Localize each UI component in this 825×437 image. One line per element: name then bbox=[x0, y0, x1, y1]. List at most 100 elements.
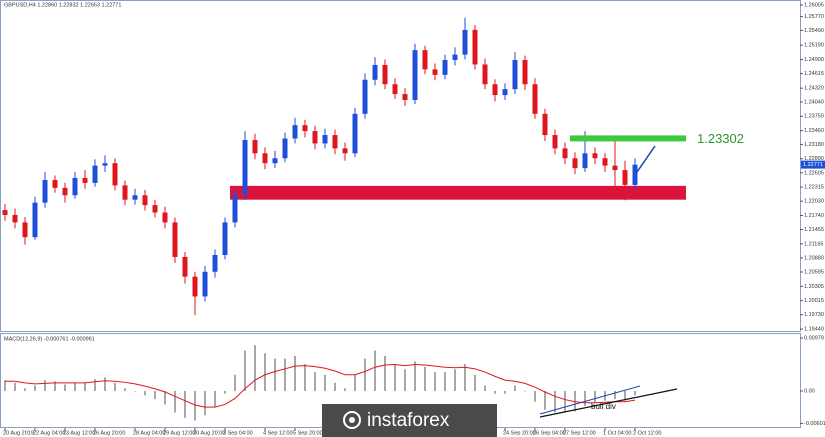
macd-bar bbox=[194, 390, 196, 421]
y-tick-label: 0.00979 bbox=[804, 336, 824, 342]
candle-body bbox=[352, 113, 358, 154]
candle-body bbox=[62, 187, 68, 196]
y-tick-label: 1.24615 bbox=[804, 71, 824, 77]
macd-bar bbox=[124, 388, 126, 391]
macd-bar bbox=[44, 380, 46, 391]
candle-body bbox=[42, 179, 48, 203]
y-tick-label: 1.24040 bbox=[804, 99, 824, 105]
candle-body bbox=[602, 158, 608, 166]
macd-bar bbox=[14, 382, 16, 391]
y-tick-label: 1.22890 bbox=[804, 156, 824, 162]
macd-bar bbox=[614, 390, 616, 400]
x-tick-label: 24 Sep 20:00 bbox=[503, 430, 536, 436]
y-tick-label: 1.22315 bbox=[804, 185, 824, 191]
y-tick-label: 1.21740 bbox=[804, 213, 824, 219]
x-tick-label: 5 Sep 20:00 bbox=[293, 430, 323, 436]
candle-body bbox=[502, 89, 508, 96]
candle-body bbox=[192, 276, 198, 297]
macd-bar bbox=[154, 390, 156, 400]
candle-body bbox=[512, 60, 518, 90]
y-tick-label: 1.20880 bbox=[804, 255, 824, 261]
candle-body bbox=[222, 222, 228, 255]
macd-bar bbox=[274, 358, 276, 391]
macd-bar bbox=[534, 390, 536, 402]
x-tick-label: 23 Aug 12:00 bbox=[63, 430, 95, 436]
divergence-line bbox=[539, 388, 678, 418]
macd-bar bbox=[494, 390, 496, 394]
candle-body bbox=[2, 210, 8, 215]
candle-body bbox=[82, 177, 88, 183]
y-tick-label: 0.00 bbox=[804, 388, 815, 394]
candle-body bbox=[362, 79, 368, 114]
signal-line bbox=[5, 364, 636, 408]
y-tick-label: 1.20305 bbox=[804, 284, 824, 290]
candle-body bbox=[612, 165, 618, 171]
y-tick-label: 1.19440 bbox=[804, 326, 824, 332]
macd-bar bbox=[524, 390, 526, 392]
candle-body bbox=[92, 165, 98, 183]
candle-body bbox=[252, 139, 258, 154]
macd-bar bbox=[574, 390, 576, 412]
candle-body bbox=[442, 60, 448, 75]
candle-body bbox=[302, 125, 308, 132]
macd-bar bbox=[34, 385, 36, 391]
macd-bar bbox=[314, 372, 316, 391]
x-tick-label: 22 Aug 04:00 bbox=[33, 430, 65, 436]
macd-bar bbox=[174, 390, 176, 413]
macd-bar bbox=[334, 382, 336, 391]
x-tick-label: 26 Sep 04:00 bbox=[533, 430, 566, 436]
macd-bar bbox=[544, 390, 546, 410]
macd-bar bbox=[234, 374, 236, 391]
macd-bar bbox=[414, 361, 416, 391]
macd-bar bbox=[404, 369, 406, 391]
candle-body bbox=[412, 50, 418, 101]
macd-bar bbox=[64, 384, 66, 391]
candle-body bbox=[112, 163, 118, 186]
candle-body bbox=[422, 50, 428, 70]
macd-bar bbox=[464, 363, 466, 391]
y-tick-label: 1.21455 bbox=[804, 227, 824, 233]
last-price-box bbox=[801, 160, 825, 169]
candle-body bbox=[522, 60, 528, 85]
macd-bar bbox=[294, 355, 296, 391]
y-tick-label: 1.26005 bbox=[804, 2, 824, 8]
support-zone bbox=[230, 185, 686, 200]
candle-body bbox=[552, 135, 558, 149]
watermark-text: instaforex bbox=[367, 410, 450, 431]
y-tick-label: 1.25490 bbox=[804, 28, 824, 34]
candle-body bbox=[562, 148, 568, 159]
macd-bar bbox=[474, 374, 476, 391]
x-tick-label: 20 Aug 2019 bbox=[3, 430, 34, 436]
y-tick-label: 1.23180 bbox=[804, 142, 824, 148]
y-tick-label: 1.25770 bbox=[804, 14, 824, 20]
macd-bar bbox=[374, 350, 376, 391]
candle-body bbox=[212, 254, 218, 272]
y-tick-label: 1.23750 bbox=[804, 114, 824, 120]
macd-title: MACD(12,26,9) -0.000761 -0.000961 bbox=[4, 336, 95, 342]
candle-body bbox=[472, 29, 478, 65]
candle-body bbox=[242, 139, 248, 195]
macd-bar bbox=[134, 390, 136, 392]
candle-body bbox=[32, 202, 38, 238]
candle-body bbox=[482, 64, 488, 85]
candle-body bbox=[142, 195, 148, 206]
candle-body bbox=[622, 170, 628, 185]
candle-body bbox=[262, 153, 268, 164]
macd-bar bbox=[254, 345, 256, 391]
last-price-label: 1.22771 bbox=[803, 162, 823, 168]
macd-bar bbox=[84, 382, 86, 391]
candle-body bbox=[132, 195, 138, 200]
candle-body bbox=[162, 212, 168, 223]
candle-body bbox=[172, 222, 178, 257]
macd-bar bbox=[624, 390, 626, 401]
macd-bar bbox=[424, 366, 426, 391]
candle-body bbox=[322, 135, 328, 144]
macd-bar bbox=[284, 358, 286, 391]
macd-bar bbox=[304, 363, 306, 391]
candle-body bbox=[152, 205, 158, 213]
macd-bar bbox=[434, 372, 436, 391]
macd-bar bbox=[344, 388, 346, 391]
x-tick-label: 27 Sep 12:00 bbox=[563, 430, 596, 436]
candle-body bbox=[572, 158, 578, 169]
arrow-line bbox=[636, 145, 656, 173]
